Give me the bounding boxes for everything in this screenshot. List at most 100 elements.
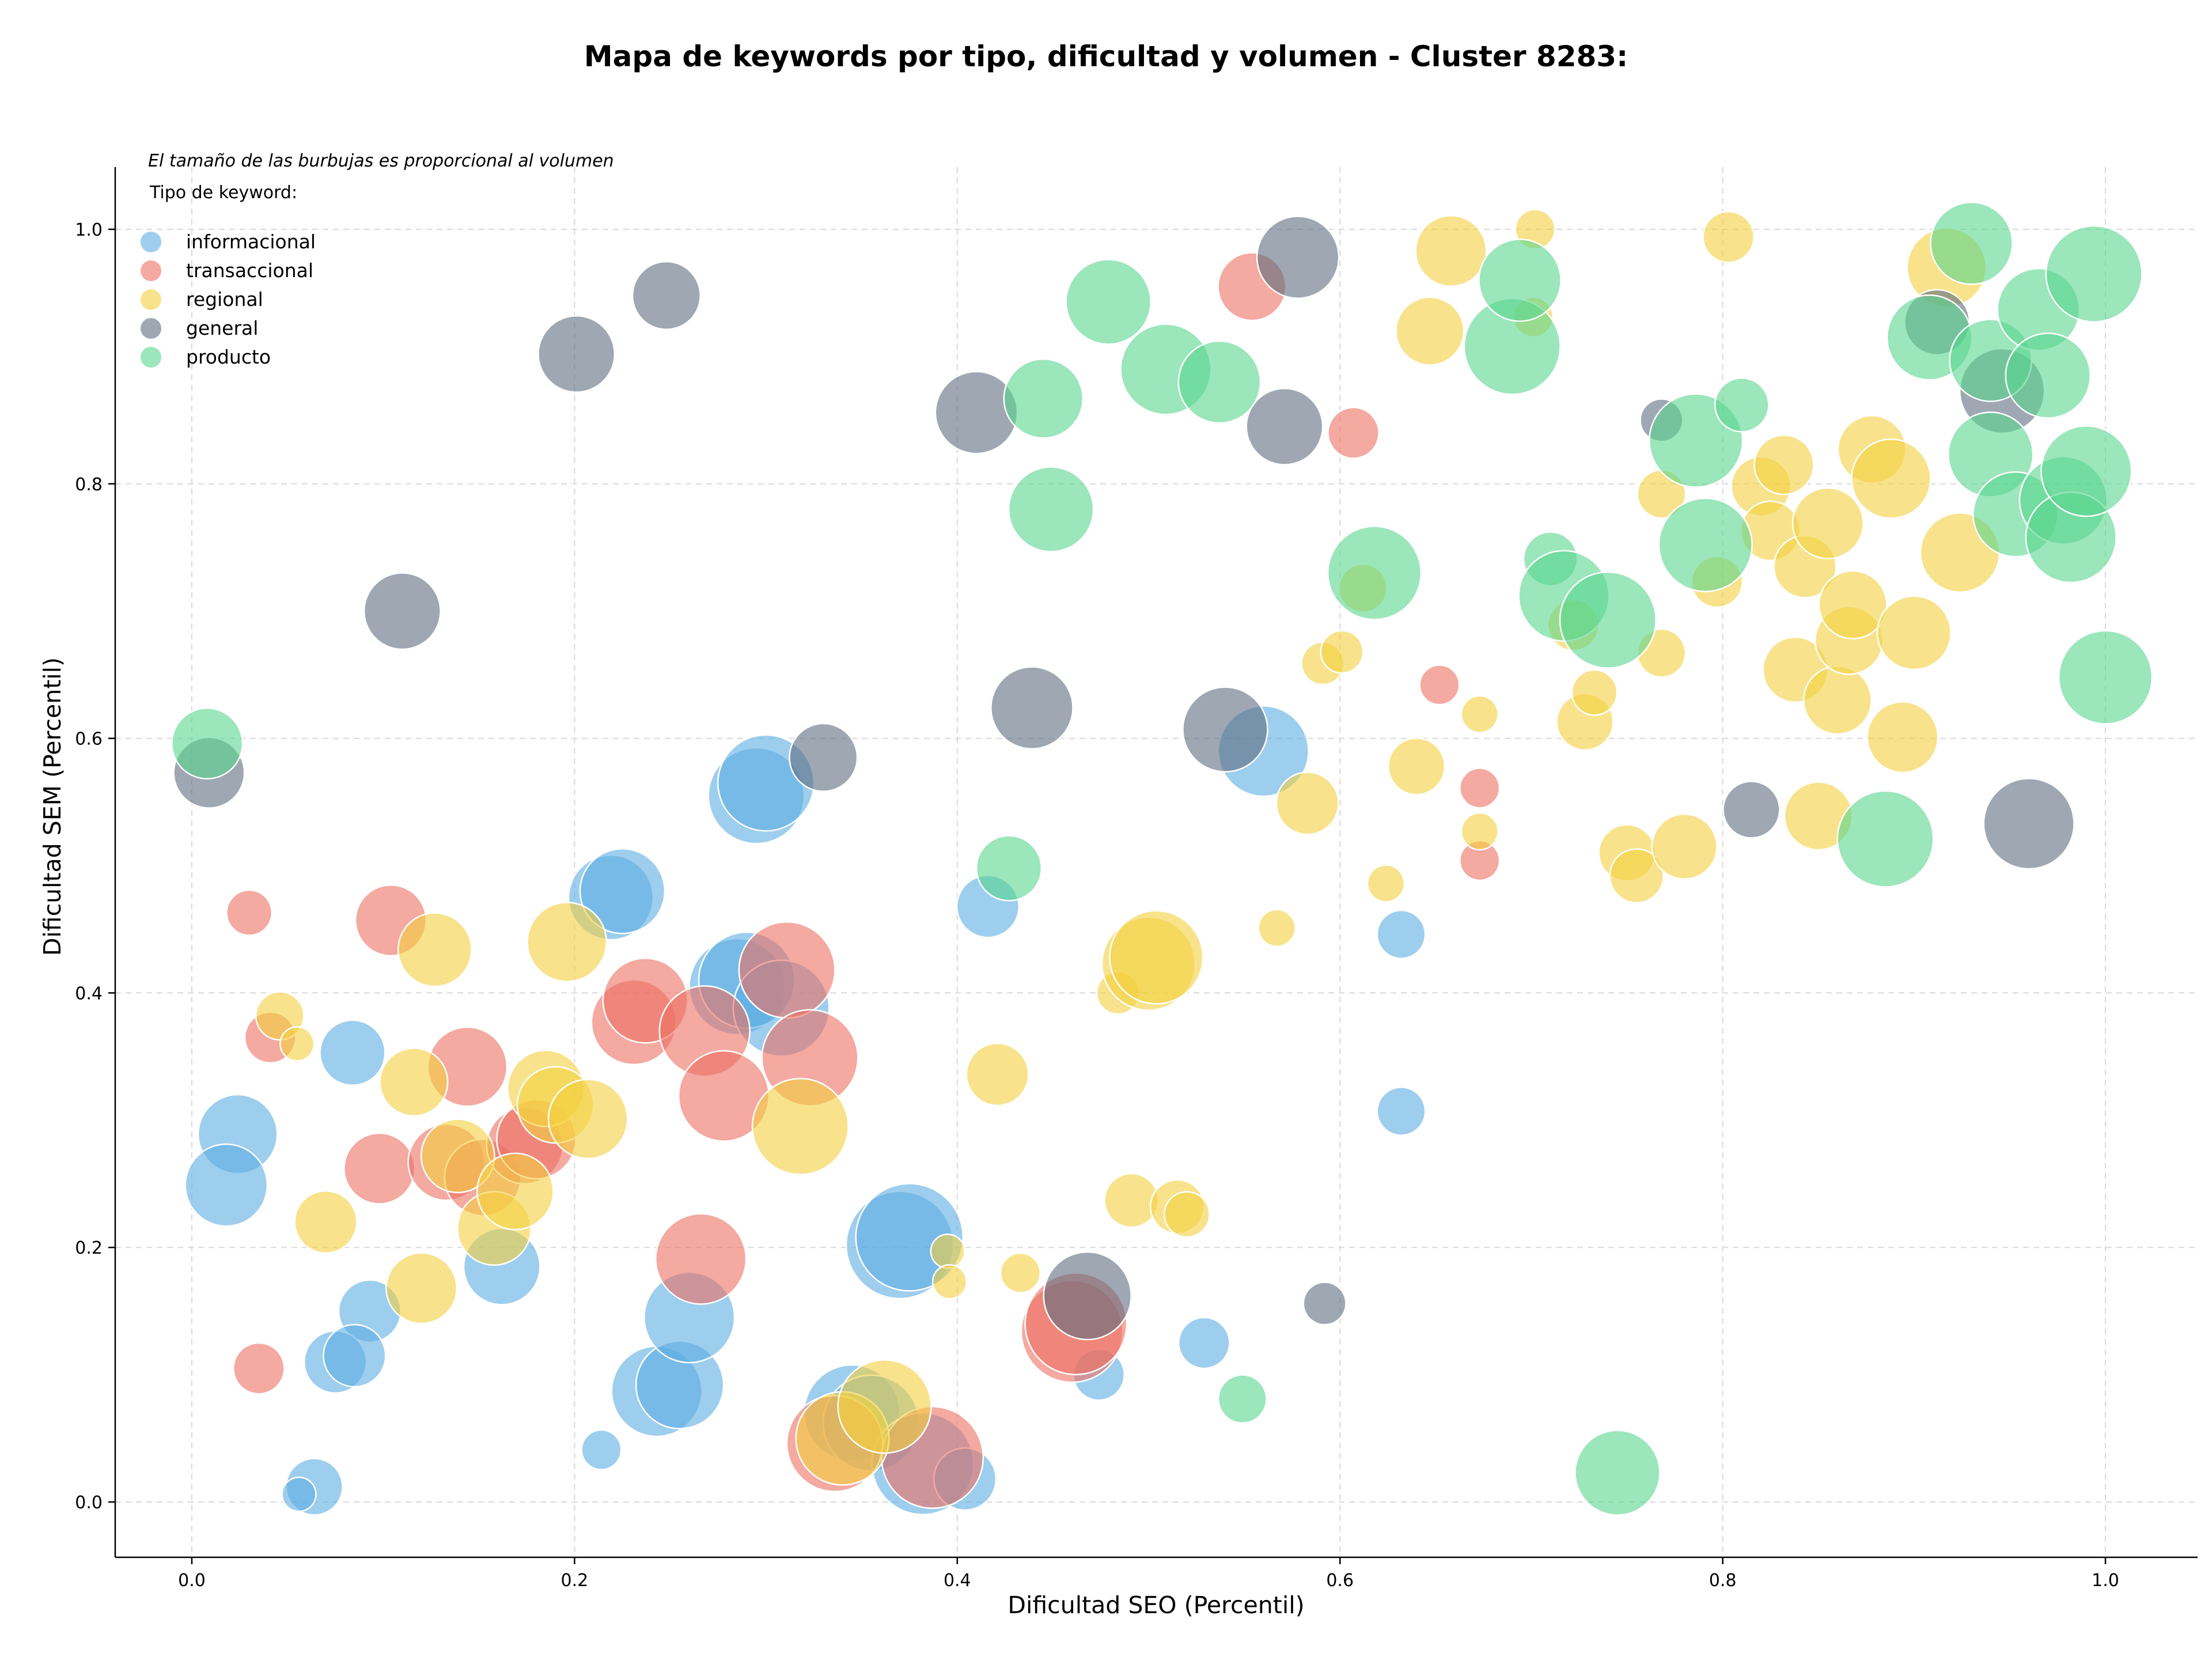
bubble-transaccional xyxy=(738,921,836,1019)
legend-marker-informacional xyxy=(141,232,161,252)
bubble-producto xyxy=(1714,377,1770,433)
bubble-regional xyxy=(1460,812,1499,851)
bubble-producto xyxy=(1658,497,1753,592)
bubble-general xyxy=(1983,777,2075,870)
bubble-producto xyxy=(171,707,244,780)
legend-label-producto: producto xyxy=(186,346,271,368)
bubble-producto xyxy=(1177,340,1262,424)
legend-title: Tipo de keyword: xyxy=(149,183,297,203)
size-note: El tamaño de las burbujas es proporciona… xyxy=(148,151,614,171)
bubble-producto xyxy=(1574,1429,1661,1516)
bubble-regional xyxy=(385,1252,458,1325)
bubble-informacional xyxy=(184,1143,268,1227)
bubble-producto xyxy=(2005,332,2092,419)
bubble-informacional xyxy=(323,1323,387,1388)
bubble-producto xyxy=(1559,571,1657,669)
bubble-producto xyxy=(1217,1374,1267,1424)
bubble-producto xyxy=(1327,525,1422,620)
x-axis-label: Dificultad SEO (Percentil) xyxy=(1007,1591,1304,1619)
bubble-informacional xyxy=(1376,909,1426,959)
bubble-general xyxy=(1722,781,1781,839)
bubble-general xyxy=(934,370,1018,455)
bubble-regional xyxy=(1366,864,1406,903)
bubble-regional xyxy=(965,1042,1029,1106)
bubble-regional xyxy=(1109,910,1204,1005)
bubble-general xyxy=(537,315,616,393)
legend-marker-transaccional xyxy=(141,260,161,281)
bubble-producto xyxy=(1007,466,1094,553)
bubble-regional xyxy=(1415,215,1487,287)
bubble-informacional xyxy=(281,1477,317,1512)
bubble-regional xyxy=(1802,665,1872,735)
x-tick-label: 1.0 xyxy=(2092,1571,2119,1591)
x-tick-label: 0.6 xyxy=(1326,1571,1354,1591)
bubble-informacional xyxy=(581,1429,622,1470)
bubble-transaccional xyxy=(343,1132,416,1205)
bubble-informacional xyxy=(1376,1086,1426,1136)
bubble-producto xyxy=(2045,225,2143,323)
bubble-regional xyxy=(1395,296,1465,366)
bubble-producto xyxy=(1836,790,1934,888)
bubble-regional xyxy=(1163,1191,1210,1238)
bubble-producto xyxy=(1065,259,1152,345)
bubble-regional xyxy=(527,902,607,982)
x-tick-label: 0.2 xyxy=(561,1571,589,1591)
bubble-regional xyxy=(397,912,472,987)
bubble-regional xyxy=(279,1026,315,1062)
bubble-transaccional xyxy=(1459,767,1501,809)
bubble-regional xyxy=(1866,701,1939,773)
bubble-transaccional xyxy=(1327,407,1380,459)
legend-label-transaccional: transaccional xyxy=(186,259,313,282)
legend-label-general: general xyxy=(186,317,258,339)
bubble-general xyxy=(1302,1281,1347,1326)
bubble-regional xyxy=(294,1190,358,1254)
bubble-producto xyxy=(2040,425,2133,517)
bubble-regional xyxy=(1702,210,1755,263)
bubble-regional xyxy=(1651,813,1718,880)
legend-label-regional: regional xyxy=(186,288,263,311)
axes-layer: 0.0 0.2 0.4 0.6 0.8 1.0 0.0 0.2 0.4 0.6 0.8 1.0 xyxy=(75,167,2198,1591)
bubble-regional xyxy=(1791,487,1864,559)
y-tick-label: 0.8 xyxy=(75,475,103,495)
bubble-regional xyxy=(751,1077,849,1175)
bubble-transaccional xyxy=(232,1342,285,1395)
bubble-regional xyxy=(999,1252,1041,1293)
bubble-regional xyxy=(1275,771,1339,835)
bubble-regional xyxy=(1876,595,1952,671)
bubble-general xyxy=(1256,215,1340,299)
bubble-producto xyxy=(1478,239,1562,322)
y-tick-label: 1.0 xyxy=(75,220,103,240)
bubble-regional xyxy=(837,1359,932,1454)
bubble-producto xyxy=(2058,630,2153,725)
bubble-regional xyxy=(476,1152,554,1231)
legend-marker-regional xyxy=(141,289,161,310)
bubble-regional xyxy=(931,1264,968,1300)
legend: informacional transaccional regional genera… xyxy=(141,230,316,368)
bubble-regional xyxy=(1571,669,1618,716)
bubble-regional xyxy=(420,1118,495,1194)
bubble-regional xyxy=(1818,570,1888,640)
bubble-regional xyxy=(1609,848,1664,904)
bubble-informacional xyxy=(1177,1316,1230,1369)
legend-marker-general xyxy=(141,318,161,339)
bubble-regional xyxy=(379,1047,449,1117)
bubble-transaccional xyxy=(1419,664,1460,706)
x-tick-label: 0.0 xyxy=(178,1571,206,1591)
bubble-general xyxy=(789,722,858,792)
legend-label-informacional: informacional xyxy=(186,230,316,253)
bubble-general xyxy=(631,260,701,330)
bubble-general xyxy=(1043,1251,1132,1341)
chart-title: Mapa de keywords por tipo, dificultad y … xyxy=(584,40,1628,73)
bubble-informacional xyxy=(579,847,666,934)
y-axis-label: Dificultad SEM (Percentil) xyxy=(39,657,66,956)
bubble-producto xyxy=(975,835,1043,902)
bubble-general xyxy=(363,572,441,650)
y-tick-label: 0.0 xyxy=(75,1493,103,1513)
bubble-regional xyxy=(930,1234,965,1269)
bubble-transaccional xyxy=(226,889,273,936)
bubble-regional xyxy=(1753,434,1815,495)
bubble-producto xyxy=(1930,201,2013,285)
bubble-regional xyxy=(1257,909,1296,947)
bubbles-layer xyxy=(171,201,2153,1516)
